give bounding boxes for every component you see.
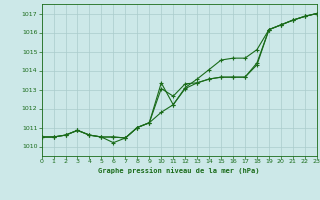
X-axis label: Graphe pression niveau de la mer (hPa): Graphe pression niveau de la mer (hPa) — [99, 167, 260, 174]
